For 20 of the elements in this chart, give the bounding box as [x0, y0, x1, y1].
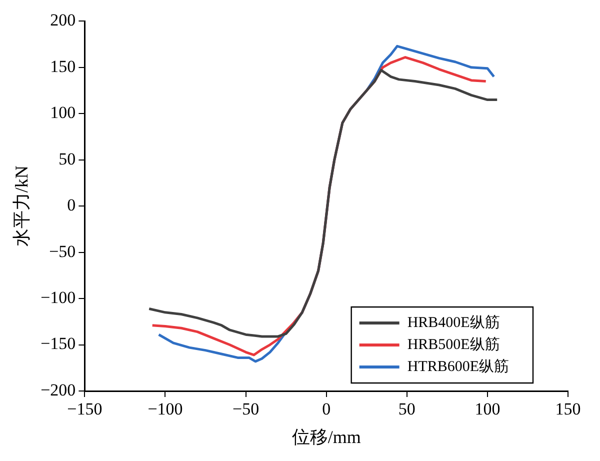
x-tick-label: 150 — [555, 400, 581, 419]
x-axis-title: 位移/mm — [292, 426, 361, 447]
x-tick-label: −50 — [232, 400, 260, 419]
y-tick-label: 150 — [50, 56, 76, 76]
x-tick-label: 100 — [474, 400, 500, 419]
y-tick-label: −150 — [40, 334, 76, 354]
legend-label: HTRB600E纵筋 — [407, 358, 510, 375]
x-tick-label: −100 — [148, 400, 183, 419]
y-tick-label: 200 — [50, 10, 76, 30]
y-tick-label: −200 — [40, 380, 76, 400]
y-tick-label: −50 — [49, 242, 76, 261]
x-tick-label: 50 — [398, 400, 416, 419]
x-tick-label: 0 — [322, 400, 331, 419]
y-tick-label: 50 — [58, 149, 76, 168]
y-tick-label: 0 — [67, 196, 76, 215]
legend-label: HRB500E纵筋 — [407, 336, 500, 353]
y-tick-label: 100 — [50, 103, 76, 122]
y-tick-label: −100 — [40, 288, 76, 308]
y-axis-title: 水平力/kN — [12, 166, 32, 247]
legend-label: HRB400E纵筋 — [407, 314, 500, 331]
